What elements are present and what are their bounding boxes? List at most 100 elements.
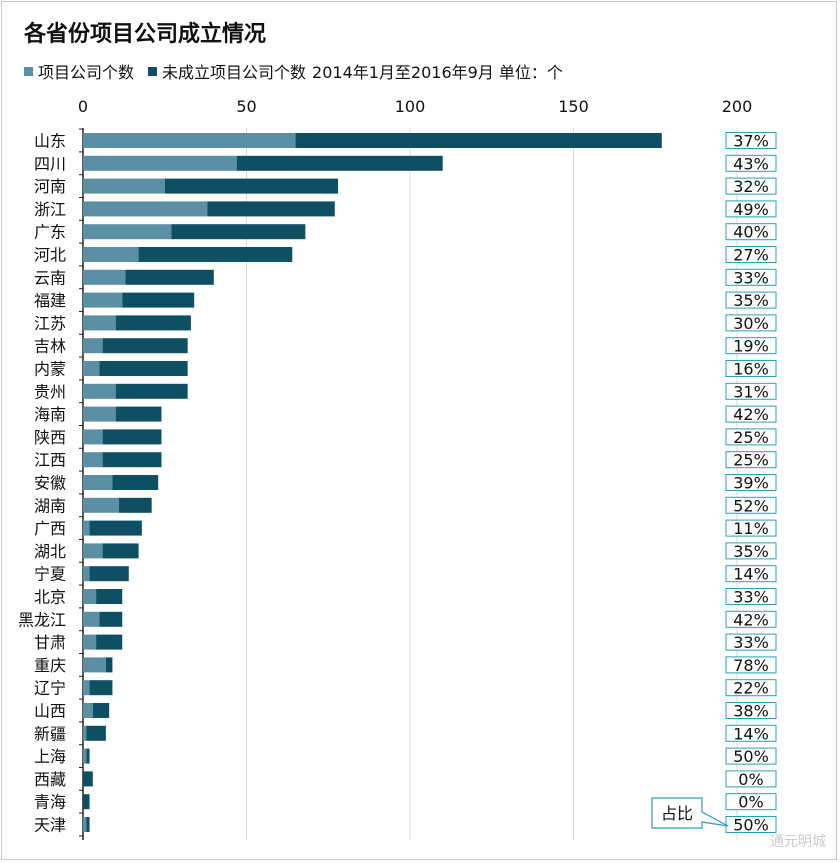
ratio-box (725, 474, 777, 491)
category-label: 河南 (34, 177, 66, 196)
bar-established (83, 429, 103, 445)
ratio-box (725, 656, 777, 674)
category-label: 新疆 (34, 724, 66, 743)
ratio-label: 25% (733, 451, 769, 470)
category-label: 陕西 (34, 428, 66, 447)
bar-not-established (102, 543, 139, 559)
callout-box (651, 797, 729, 829)
category-label: 黑龙江 (18, 610, 66, 629)
bar-not-established (112, 475, 159, 490)
bar-established (83, 406, 116, 422)
ratio-label: 0% (738, 793, 763, 812)
ratio-label: 78% (733, 656, 769, 675)
category-label: 北京 (34, 588, 66, 607)
ratio-label: 11% (733, 519, 769, 538)
x-tick-label: 50 (236, 97, 256, 116)
ratio-label: 52% (733, 496, 769, 515)
ratio-label: 39% (733, 474, 769, 493)
ratio-label: 32% (733, 177, 769, 196)
bar-established (83, 361, 100, 376)
bar-not-established (138, 247, 293, 262)
ratio-box (725, 405, 777, 423)
ratio-label: 30% (733, 314, 769, 333)
bar-not-established (89, 680, 113, 696)
bar-established (83, 748, 87, 764)
bar-not-established (96, 589, 123, 604)
bar-not-established (86, 748, 90, 764)
ratio-box (725, 702, 777, 719)
watermark: 通元明城 (770, 834, 826, 850)
category-label: 上海 (34, 747, 66, 766)
ratio-label: 35% (733, 291, 769, 310)
ratio-label: 33% (733, 633, 769, 652)
bar-established (83, 315, 116, 331)
category-label: 湖南 (34, 496, 66, 515)
bar-not-established (171, 224, 306, 240)
ratio-label: 16% (733, 360, 769, 379)
ratio-label: 27% (733, 246, 769, 265)
ratio-label: 50% (733, 816, 769, 835)
bar-established (83, 520, 90, 536)
category-label: 广东 (34, 223, 66, 242)
bar-not-established (115, 383, 188, 399)
bar-not-established (89, 566, 129, 582)
category-label: 广西 (34, 519, 66, 538)
ratio-label: 38% (733, 702, 769, 721)
bar-established (83, 201, 208, 217)
bar-not-established (99, 361, 188, 376)
bar-not-established (92, 703, 110, 718)
ratio-box (725, 246, 777, 263)
ratio-label: 49% (733, 200, 769, 219)
bar-established (83, 133, 296, 148)
bar-established (83, 611, 100, 627)
bar-not-established (102, 452, 162, 468)
bar-established (83, 497, 119, 513)
category-label: 西藏 (34, 770, 66, 789)
bar-not-established (102, 429, 162, 445)
ratio-box (725, 154, 777, 172)
bar-not-established (115, 315, 191, 331)
ratio-box (725, 793, 777, 811)
legend: 项目公司个数 未成立项目公司个数 2014年1月至2016年9月 单位：个 (24, 59, 563, 83)
category-label: 吉林 (34, 337, 66, 356)
bar-not-established (164, 178, 339, 194)
bar-established (83, 178, 165, 194)
bar-not-established (83, 771, 93, 787)
bar-established (83, 452, 103, 468)
category-label: 云南 (34, 268, 66, 287)
ratio-label: 33% (733, 268, 769, 287)
bar-not-established (102, 338, 188, 354)
category-label: 江苏 (34, 314, 66, 333)
ratio-box (725, 200, 777, 218)
ratio-box (725, 519, 777, 537)
bar-not-established (99, 611, 123, 627)
category-label: 安徽 (34, 474, 66, 493)
bar-established (83, 224, 172, 240)
bar-established (83, 155, 237, 171)
ratio-label: 14% (733, 724, 769, 743)
ratio-label: 42% (733, 610, 769, 629)
ratio-label: 35% (733, 542, 769, 561)
ratio-box (725, 724, 777, 742)
category-label: 甘肃 (34, 633, 66, 652)
ratio-label: 31% (733, 382, 769, 401)
bar-established (83, 657, 106, 673)
category-label: 内蒙 (34, 360, 66, 379)
bar-established (83, 543, 103, 559)
ratio-box (725, 382, 777, 400)
bar-established (83, 589, 97, 604)
category-label: 天津 (34, 816, 66, 835)
ratio-label: 50% (733, 747, 769, 766)
bar-not-established (295, 133, 662, 148)
ratio-label: 42% (733, 405, 769, 424)
ratio-label: 40% (733, 223, 769, 242)
legend-label-established: 项目公司个数 (38, 63, 135, 82)
category-label: 四川 (34, 154, 66, 173)
bar-not-established (89, 520, 142, 536)
bar-established (83, 475, 113, 490)
callout-label: 占比 (661, 804, 693, 823)
ratio-box (725, 770, 777, 788)
bar-established (83, 703, 93, 718)
ratio-label: 37% (733, 132, 769, 151)
